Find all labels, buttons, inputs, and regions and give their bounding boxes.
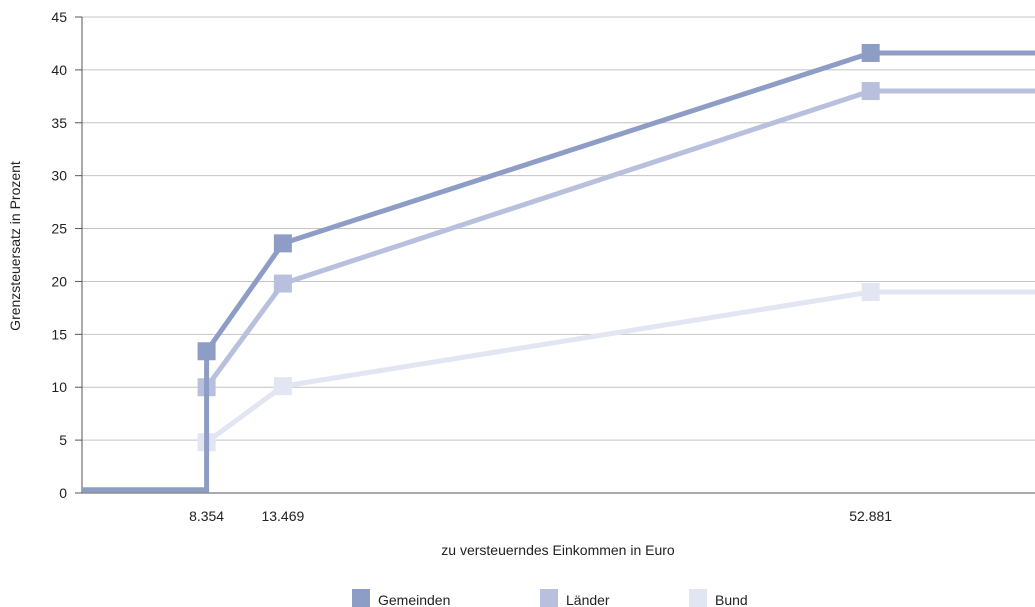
y-tick-label: 45 xyxy=(51,9,67,25)
legend: Gemeinden Länder Bund xyxy=(352,589,748,607)
series-marker-gemeinden xyxy=(197,342,216,361)
legend-label: Bund xyxy=(715,592,748,607)
series-marker-bund xyxy=(273,377,292,396)
x-tick-label: 8.354 xyxy=(189,508,224,524)
y-tick-label: 40 xyxy=(51,62,67,78)
y-tick-label: 30 xyxy=(51,168,67,184)
legend-swatch-länder xyxy=(540,589,558,607)
x-tick-labels: 8.354 13.469 52.881 xyxy=(189,508,892,524)
series-marker-länder xyxy=(861,82,880,101)
y-tick-label: 25 xyxy=(51,221,67,237)
legend-label: Länder xyxy=(566,592,610,607)
x-axis-label: zu versteuerndes Einkommen in Euro xyxy=(441,542,675,558)
y-axis-label: Grenzsteuersatz in Prozent xyxy=(7,161,23,331)
y-tick-label: 10 xyxy=(51,379,67,395)
x-tick-label: 52.881 xyxy=(849,508,892,524)
y-tick-label: 15 xyxy=(51,326,67,342)
x-tick-label: 13.469 xyxy=(261,508,304,524)
series-line-bund xyxy=(205,289,1035,445)
y-tick-label: 0 xyxy=(59,485,67,501)
legend-swatch-bund xyxy=(689,589,707,607)
series-marker-bund xyxy=(861,283,880,302)
series-layer xyxy=(82,43,1035,493)
legend-label: Gemeinden xyxy=(378,592,450,607)
series-marker-gemeinden xyxy=(273,234,292,253)
y-tick-label: 5 xyxy=(59,432,67,448)
series-line-länder xyxy=(204,88,1035,389)
y-tick-label: 35 xyxy=(51,115,67,131)
series-marker-gemeinden xyxy=(861,43,880,62)
axes xyxy=(75,16,1035,494)
series-marker-länder xyxy=(273,274,292,293)
grid xyxy=(82,16,1035,441)
y-tick-labels: 0 5 10 15 20 25 30 35 40 45 xyxy=(51,9,67,501)
series-line-gemeinden xyxy=(82,50,1035,493)
y-tick-label: 20 xyxy=(51,273,67,289)
legend-swatch-gemeinden xyxy=(352,589,370,607)
